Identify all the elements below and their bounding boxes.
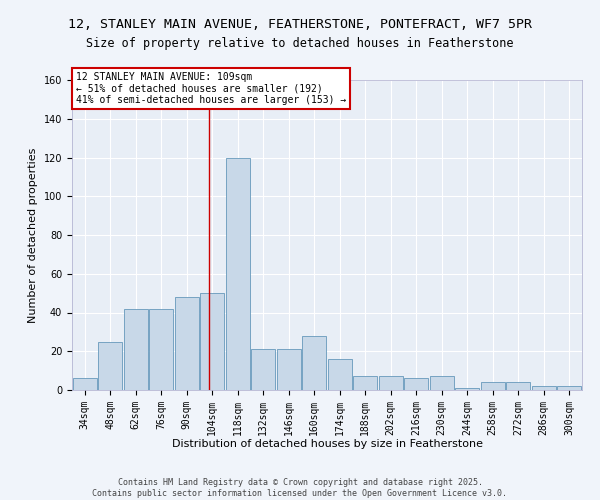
Bar: [251, 350, 275, 390]
Bar: [328, 359, 352, 390]
Bar: [124, 308, 148, 390]
Text: Size of property relative to detached houses in Featherstone: Size of property relative to detached ho…: [86, 38, 514, 51]
Text: 12, STANLEY MAIN AVENUE, FEATHERSTONE, PONTEFRACT, WF7 5PR: 12, STANLEY MAIN AVENUE, FEATHERSTONE, P…: [68, 18, 532, 30]
Bar: [73, 378, 97, 390]
Bar: [532, 386, 556, 390]
Bar: [506, 382, 530, 390]
Bar: [277, 350, 301, 390]
Bar: [200, 293, 224, 390]
Bar: [175, 297, 199, 390]
Text: 12 STANLEY MAIN AVENUE: 109sqm
← 51% of detached houses are smaller (192)
41% of: 12 STANLEY MAIN AVENUE: 109sqm ← 51% of …: [76, 72, 346, 106]
Text: Contains HM Land Registry data © Crown copyright and database right 2025.
Contai: Contains HM Land Registry data © Crown c…: [92, 478, 508, 498]
Bar: [430, 376, 454, 390]
Bar: [379, 376, 403, 390]
Bar: [455, 388, 479, 390]
Bar: [226, 158, 250, 390]
Bar: [302, 336, 326, 390]
Bar: [149, 308, 173, 390]
Bar: [98, 342, 122, 390]
X-axis label: Distribution of detached houses by size in Featherstone: Distribution of detached houses by size …: [172, 439, 482, 449]
Bar: [353, 376, 377, 390]
Bar: [481, 382, 505, 390]
Y-axis label: Number of detached properties: Number of detached properties: [28, 148, 38, 322]
Bar: [404, 378, 428, 390]
Bar: [557, 386, 581, 390]
